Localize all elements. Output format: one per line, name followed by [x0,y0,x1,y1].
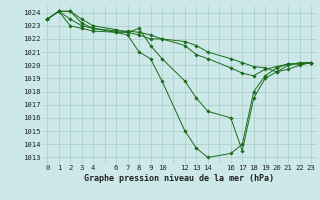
X-axis label: Graphe pression niveau de la mer (hPa): Graphe pression niveau de la mer (hPa) [84,174,274,183]
